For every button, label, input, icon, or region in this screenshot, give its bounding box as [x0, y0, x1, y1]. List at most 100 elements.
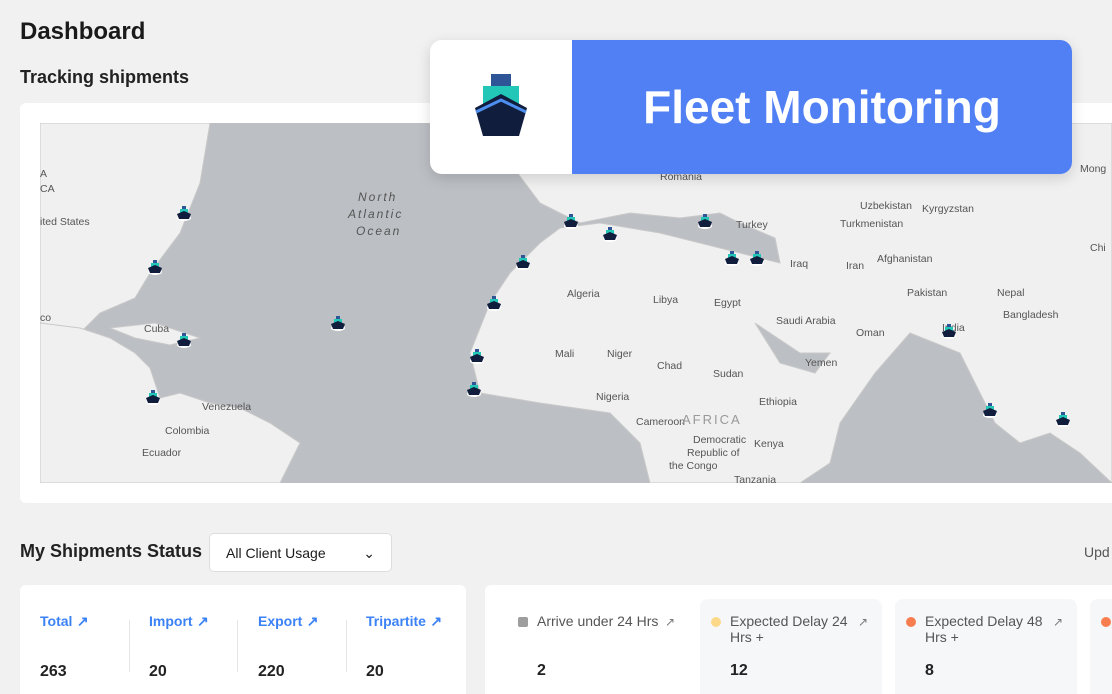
delay-card: Arrive under 24 Hrs ↗ 2 Expected Delay 2… — [485, 585, 1112, 694]
stat-tripartite[interactable]: Tripartite ↗ 20 — [366, 613, 466, 680]
map-label: Bangladesh — [1003, 309, 1059, 321]
external-link-icon[interactable]: ↗ — [664, 615, 675, 629]
map-label: Saudi Arabia — [776, 315, 836, 327]
divider — [129, 620, 130, 672]
divider — [237, 620, 238, 672]
map-label: A — [40, 168, 48, 180]
map-label: Uzbekistan — [860, 200, 912, 212]
map-label: Iran — [846, 260, 865, 272]
map-label: Colombia — [165, 425, 210, 437]
tile-value: 12 — [730, 662, 748, 679]
tile-label: Expected Delay 48 Hrs + — [925, 613, 1043, 645]
tile-more[interactable] — [1090, 599, 1112, 694]
map-label: the Congo — [669, 460, 718, 472]
ship-marker-icon[interactable] — [749, 250, 765, 266]
external-link-icon: ↗ — [76, 613, 89, 629]
map-label: ited States — [40, 216, 90, 228]
external-link-icon[interactable]: ↗ — [1052, 615, 1063, 629]
map-label: AFRICA — [682, 412, 742, 427]
tile-value: 8 — [925, 662, 934, 679]
stat-export[interactable]: Export ↗ 220 — [258, 613, 358, 680]
stat-total[interactable]: Total ↗ 263 — [40, 613, 140, 680]
status-dot-icon — [711, 617, 721, 627]
stat-value: 20 — [149, 663, 167, 680]
ship-marker-icon[interactable] — [982, 402, 998, 418]
map-label: Cuba — [144, 323, 170, 335]
map-label: Kyrgyzstan — [922, 203, 974, 215]
stat-label[interactable]: Tripartite — [366, 613, 426, 629]
map-label: Mali — [555, 348, 575, 360]
ship-marker-icon[interactable] — [145, 389, 161, 405]
fleet-monitoring-banner: Fleet Monitoring — [430, 40, 1072, 174]
ship-marker-icon[interactable] — [486, 295, 502, 311]
tile-delay-24[interactable]: Expected Delay 24 Hrs + ↗ 12 — [700, 599, 882, 694]
map-label: Venezuela — [202, 401, 252, 413]
map-label: CA — [40, 183, 55, 195]
status-title: My Shipments Status — [20, 541, 203, 561]
map-label: co — [40, 312, 52, 324]
ship-marker-icon[interactable] — [330, 315, 346, 331]
stat-label[interactable]: Import — [149, 613, 193, 629]
tile-value: 2 — [537, 662, 546, 679]
ship-marker-icon[interactable] — [1055, 411, 1071, 427]
map-label: Tanzania — [734, 474, 777, 486]
map-label: Afghanistan — [877, 253, 933, 265]
stat-value: 263 — [40, 663, 67, 680]
map-label: Chi — [1090, 242, 1106, 254]
map-label: Iraq — [790, 258, 809, 270]
ship-marker-icon[interactable] — [941, 323, 957, 339]
ship-marker-icon[interactable] — [515, 254, 531, 270]
ship-marker-icon[interactable] — [176, 332, 192, 348]
map-label: Democratic — [693, 434, 747, 446]
stat-label[interactable]: Export — [258, 613, 303, 629]
map-label: Niger — [607, 348, 633, 360]
stat-label[interactable]: Total — [40, 613, 73, 629]
map-label: Sudan — [713, 368, 744, 380]
divider — [346, 620, 347, 672]
tile-delay-48[interactable]: Expected Delay 48 Hrs + ↗ 8 — [895, 599, 1077, 694]
ship-marker-icon[interactable] — [724, 250, 740, 266]
map-label: Atlantic — [348, 207, 404, 221]
summary-card: Total ↗ 263 Import ↗ 20 Export ↗ 220 Tripar… — [20, 585, 466, 694]
page-title: Dashboard — [20, 18, 146, 45]
map-label: Cameroon — [636, 416, 686, 428]
map-label: Nigeria — [596, 391, 630, 403]
tile-label: Arrive under 24 Hrs — [537, 613, 659, 629]
banner-title: Fleet Monitoring — [572, 40, 1072, 174]
ship-marker-icon[interactable] — [147, 259, 163, 275]
stat-import[interactable]: Import ↗ 20 — [149, 613, 249, 680]
tile-arrive-under-24[interactable]: Arrive under 24 Hrs ↗ 2 — [507, 599, 689, 694]
map-label: Ocean — [356, 224, 402, 238]
status-dot-icon — [1101, 617, 1111, 627]
ship-marker-icon[interactable] — [469, 348, 485, 364]
client-filter-dropdown[interactable]: All Client Usage ⌄ — [209, 533, 392, 572]
ship-marker-icon[interactable] — [602, 226, 618, 242]
external-link-icon: ↗ — [306, 613, 319, 629]
map-label: Yemen — [805, 357, 838, 369]
ship-marker-icon[interactable] — [176, 205, 192, 221]
map-label: Egypt — [714, 297, 741, 309]
chevron-down-icon: ⌄ — [363, 545, 375, 561]
map-label: Turkey — [736, 219, 768, 231]
updated-label: Upd — [1084, 544, 1110, 560]
ship-marker-icon[interactable] — [563, 213, 579, 229]
map-label: Turkmenistan — [840, 218, 904, 230]
map-label: Nepal — [997, 287, 1025, 299]
ship-marker-icon[interactable] — [466, 381, 482, 397]
section-title: Tracking shipments — [20, 67, 190, 87]
map-label: Oman — [856, 327, 885, 339]
map-label: Republic of — [687, 447, 740, 459]
ship-marker-icon[interactable] — [697, 213, 713, 229]
map-label: Chad — [657, 360, 683, 372]
map-label: Algeria — [567, 288, 600, 300]
filter-value: All Client Usage — [226, 545, 326, 561]
stat-value: 220 — [258, 663, 285, 680]
external-link-icon: ↗ — [197, 613, 209, 629]
tile-label: Expected Delay 24 Hrs + — [730, 613, 848, 645]
external-link-icon[interactable]: ↗ — [857, 615, 868, 629]
map-label: North — [358, 190, 398, 204]
map-label: Kenya — [754, 438, 784, 450]
ship-icon — [430, 40, 572, 174]
map-label: Mong — [1080, 163, 1107, 175]
